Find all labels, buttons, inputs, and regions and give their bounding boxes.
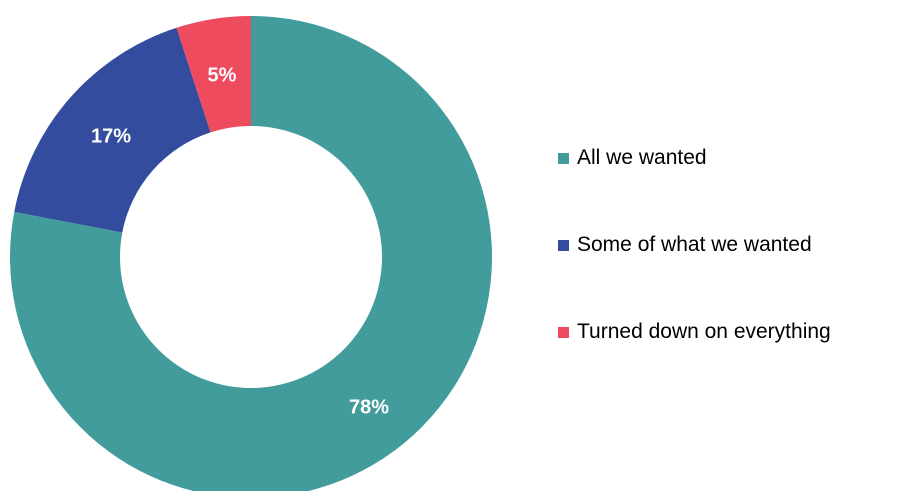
legend-swatch <box>558 152 569 164</box>
slice-value-label: 17% <box>91 125 131 147</box>
legend: All we wanted Some of what we wanted Tur… <box>558 143 831 347</box>
legend-label: All we wanted <box>577 146 707 169</box>
legend-label: Some of what we wanted <box>577 233 812 256</box>
donut-slices <box>10 16 492 491</box>
slice-turned-down-on-everything <box>176 16 251 133</box>
slice-all-we-wanted <box>10 16 492 491</box>
slice-value-label: 78% <box>349 396 389 418</box>
legend-label: Turned down on everything <box>577 320 831 343</box>
slice-value-label: 5% <box>208 64 237 86</box>
legend-swatch <box>558 326 569 338</box>
legend-item-all-we-wanted: All we wanted <box>558 143 831 173</box>
legend-item-turned-down-on-everything: Turned down on everything <box>558 317 831 347</box>
slice-some-of-what-we-wanted <box>14 27 211 233</box>
slice-labels: 78% 17% 5% <box>91 64 389 418</box>
legend-swatch <box>558 239 569 251</box>
legend-item-some-of-what-we-wanted: Some of what we wanted <box>558 230 831 260</box>
